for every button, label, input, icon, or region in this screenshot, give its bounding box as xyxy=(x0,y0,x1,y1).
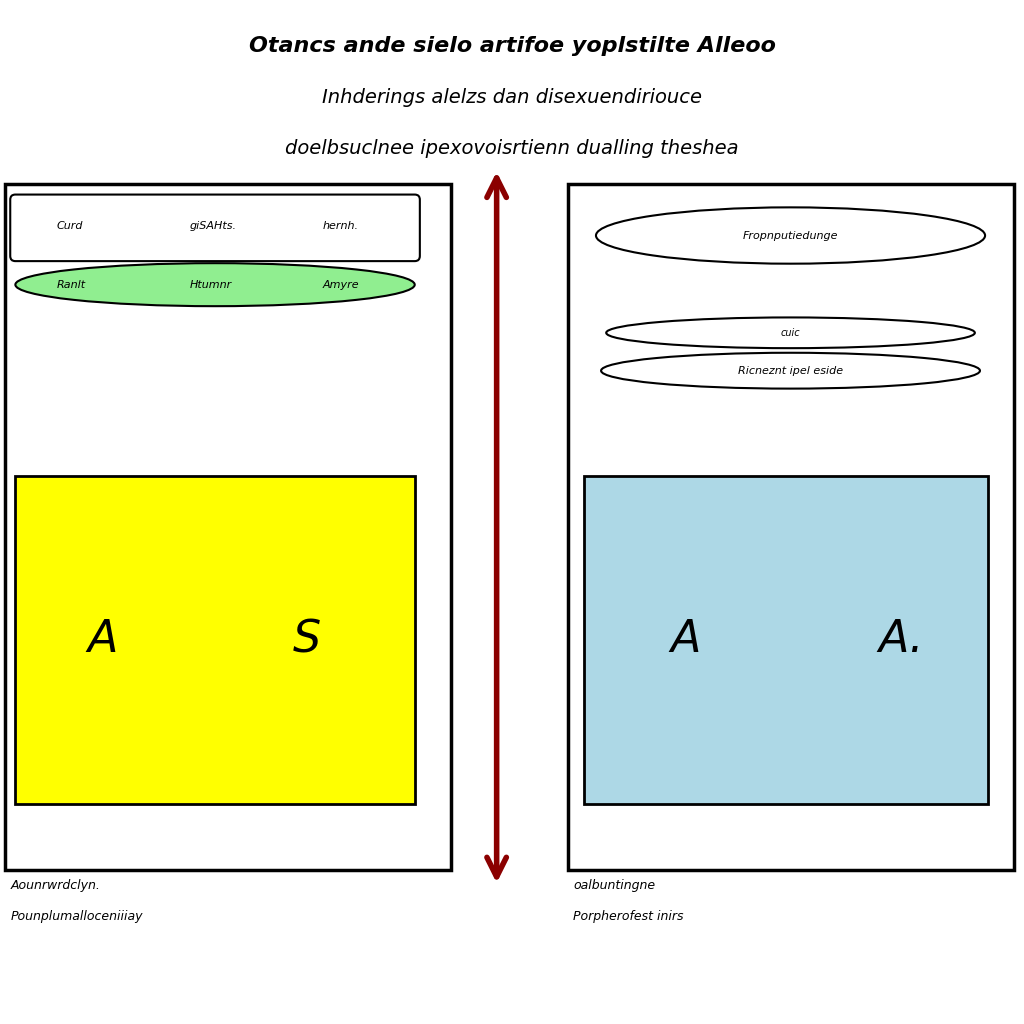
Text: doelbsuclnee ipexovoisrtienn dualling theshea: doelbsuclnee ipexovoisrtienn dualling th… xyxy=(286,139,738,158)
Bar xyxy=(568,184,1014,870)
Text: Aounrwrdclyn.: Aounrwrdclyn. xyxy=(10,880,100,892)
Bar xyxy=(15,476,415,804)
Text: S: S xyxy=(293,618,322,662)
Text: Amyre: Amyre xyxy=(323,280,359,290)
Text: hernh.: hernh. xyxy=(323,221,358,231)
Text: Fropnputiedunge: Fropnputiedunge xyxy=(742,230,839,241)
Ellipse shape xyxy=(15,263,415,306)
Text: Ranlt: Ranlt xyxy=(56,280,85,290)
Text: Porpherofest inirs: Porpherofest inirs xyxy=(573,910,684,923)
Text: A.: A. xyxy=(879,618,924,662)
Text: Inhderings alelzs dan disexuendiriouce: Inhderings alelzs dan disexuendiriouce xyxy=(322,88,702,106)
Ellipse shape xyxy=(596,207,985,263)
Text: Ricneznt ipel eside: Ricneznt ipel eside xyxy=(738,366,843,376)
Bar xyxy=(5,184,451,870)
Bar xyxy=(584,476,988,804)
Text: A: A xyxy=(87,618,118,662)
Text: Curd: Curd xyxy=(56,221,83,231)
Text: Otancs ande sielo artifoe yoplstilte Alleoo: Otancs ande sielo artifoe yoplstilte All… xyxy=(249,36,775,56)
Text: cuic: cuic xyxy=(780,328,801,338)
Text: A: A xyxy=(671,618,701,662)
FancyBboxPatch shape xyxy=(10,195,420,261)
Text: Htumnr: Htumnr xyxy=(189,280,231,290)
Ellipse shape xyxy=(601,352,980,388)
Ellipse shape xyxy=(606,317,975,348)
Text: oalbuntingne: oalbuntingne xyxy=(573,880,655,892)
Text: giSAHts.: giSAHts. xyxy=(189,221,237,231)
Text: Pounplumalloceniiiay: Pounplumalloceniiiay xyxy=(10,910,142,923)
